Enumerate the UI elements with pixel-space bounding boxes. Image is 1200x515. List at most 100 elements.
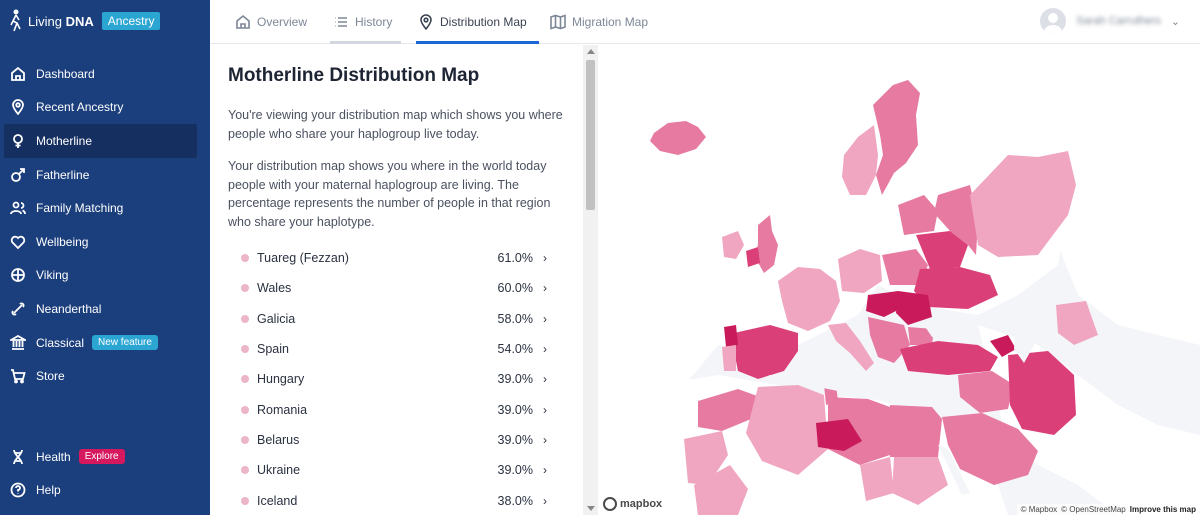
region-romania	[896, 291, 932, 325]
land-asia	[978, 325, 1200, 515]
region-spain	[734, 325, 798, 379]
region-bulgaria	[908, 327, 934, 345]
region-ireland	[722, 231, 744, 259]
list-item[interactable]: Spain 54.0% ›	[228, 334, 553, 364]
compass-icon	[10, 267, 26, 283]
region-saudi	[942, 413, 1038, 485]
mapbox-logo[interactable]: mapbox	[603, 497, 662, 511]
chevron-down-icon: ⌄	[1170, 15, 1180, 28]
question-icon	[10, 482, 26, 498]
list-item[interactable]: Iceland 38.0% ›	[228, 485, 553, 515]
list-item[interactable]: Wales 60.0% ›	[228, 273, 553, 303]
tab-history[interactable]: History	[330, 0, 401, 44]
top-tab-bar: Overview History Distribution Map Migrat…	[210, 0, 1200, 44]
sidebar-item-dashboard[interactable]: Dashboard	[0, 57, 210, 91]
tab-distribution-map[interactable]: Distribution Map	[416, 0, 539, 44]
distribution-map[interactable]: mapbox © Mapbox © OpenStreetMap Improve …	[598, 45, 1200, 515]
black-sea	[924, 321, 976, 341]
red-sea	[938, 445, 970, 495]
sidebar-item-family-matching[interactable]: Family Matching	[0, 191, 210, 225]
region-france	[778, 267, 840, 331]
region-dot	[241, 435, 249, 444]
region-balkans	[868, 317, 910, 363]
region-galicia	[724, 325, 738, 347]
list-item[interactable]: Romania 39.0% ›	[228, 394, 553, 424]
region-dot	[241, 375, 249, 384]
sidebar-item-help[interactable]: Help	[0, 474, 210, 508]
region-sweden-norway	[873, 80, 920, 195]
region-portugal	[722, 345, 736, 371]
sidebar-item-label: Store	[36, 369, 65, 384]
scrollbar-thumb[interactable]	[586, 60, 595, 210]
cart-icon	[10, 368, 26, 384]
region-egypt	[890, 405, 942, 457]
region-dot	[241, 254, 249, 263]
sidebar-item-wellbeing[interactable]: Wellbeing	[0, 225, 210, 259]
sidebar-item-fatherline[interactable]: Fatherline	[0, 158, 210, 192]
region-baltic	[898, 195, 938, 235]
region-hungary	[866, 291, 904, 317]
region-russia-west	[934, 185, 978, 255]
chevron-right-icon: ›	[543, 463, 547, 478]
tab-overview[interactable]: Overview	[235, 0, 309, 44]
sidebar-bottom-nav: Health Explore Help	[0, 440, 210, 507]
list-item[interactable]: Ukraine 39.0% ›	[228, 455, 553, 485]
female-symbol-icon	[10, 133, 26, 149]
sidebar-item-label: Fatherline	[36, 167, 90, 182]
sidebar-item-classical[interactable]: Classical New feature	[0, 326, 210, 360]
sidebar-item-neanderthal[interactable]: Neanderthal	[0, 292, 210, 326]
list-icon	[335, 17, 347, 27]
region-poland	[882, 249, 928, 285]
chevron-right-icon: ›	[543, 251, 547, 266]
sidebar-item-label: Classical	[36, 335, 85, 350]
region-germany	[838, 249, 882, 293]
region-iran	[1008, 351, 1076, 435]
sidebar-item-viking[interactable]: Viking	[0, 259, 210, 293]
sidebar-item-motherline[interactable]: Motherline	[4, 124, 197, 158]
people-icon	[10, 200, 26, 216]
region-caucasus	[990, 335, 1016, 357]
heart-icon	[10, 234, 26, 250]
region-caspian-east	[1056, 301, 1098, 345]
list-item[interactable]: Tuareg (Fezzan) 61.0% ›	[228, 243, 553, 273]
region-tuareg-fezzan	[816, 419, 862, 451]
user-name: Sarah Carruthers	[1076, 15, 1161, 27]
scroll-up-arrow-icon[interactable]	[587, 49, 595, 54]
sidebar-item-label: Dashboard	[36, 66, 95, 81]
map-canvas[interactable]	[598, 45, 1200, 515]
region-norway-west	[842, 125, 878, 195]
land-east	[1058, 85, 1200, 345]
list-item[interactable]: Hungary 39.0% ›	[228, 364, 553, 394]
region-russia-east	[970, 151, 1076, 257]
sidebar-item-label: Neanderthal	[36, 301, 102, 316]
brand[interactable]: Living DNA Ancestry	[8, 8, 161, 34]
list-item[interactable]: Galicia 58.0% ›	[228, 304, 553, 334]
chevron-right-icon: ›	[543, 311, 547, 326]
caspian-sea	[1014, 313, 1034, 363]
sidebar-item-health[interactable]: Health Explore	[0, 440, 210, 474]
chevron-right-icon: ›	[543, 281, 547, 296]
list-item[interactable]: Belarus 39.0% ›	[228, 425, 553, 455]
tab-migration-map[interactable]: Migration Map	[550, 0, 650, 44]
mapbox-attribution-link[interactable]: © Mapbox	[1020, 505, 1058, 514]
scroll-down-arrow-icon[interactable]	[587, 506, 595, 511]
sidebar-item-label: Wellbeing	[36, 234, 89, 249]
chevron-right-icon: ›	[543, 342, 547, 357]
home-icon	[10, 66, 26, 82]
region-list: Tuareg (Fezzan) 61.0% › Wales 60.0% › Galici…	[228, 243, 553, 515]
region-belarus	[916, 231, 968, 269]
brand-badge: Ancestry	[101, 12, 161, 30]
panel-scrollbar[interactable]	[583, 45, 598, 515]
region-iceland	[650, 121, 706, 155]
description-text: Your distribution map shows you where in…	[228, 159, 551, 229]
improve-map-link[interactable]: Improve this map	[1129, 505, 1196, 514]
explore-badge: Explore	[78, 449, 125, 465]
sidebar-item-label: Motherline	[36, 133, 93, 148]
osm-attribution-link[interactable]: © OpenStreetMap	[1061, 505, 1126, 514]
tab-active-underline	[416, 41, 539, 44]
user-menu[interactable]: Sarah Carruthers ⌄	[1040, 8, 1180, 34]
sidebar-item-store[interactable]: Store	[0, 359, 210, 393]
sidebar-item-recent-ancestry[interactable]: Recent Ancestry	[0, 91, 210, 125]
region-algeria	[746, 385, 828, 475]
map-attribution: © Mapbox © OpenStreetMap Improve this ma…	[1016, 504, 1200, 515]
